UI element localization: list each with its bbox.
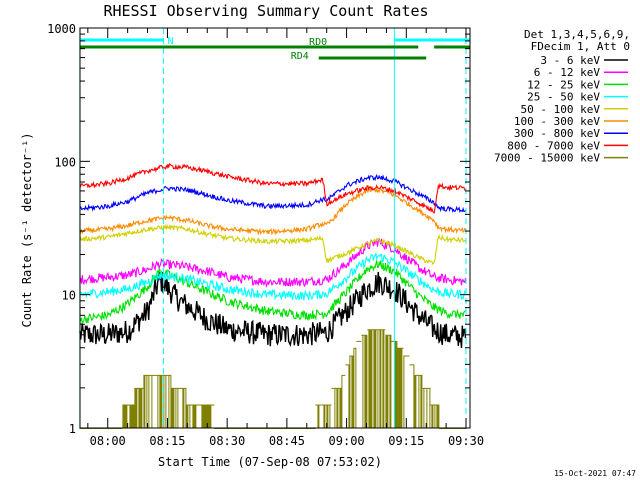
series-line-5 <box>79 187 466 236</box>
chart-title: RHESSI Observing Summary Count Rates <box>103 2 428 20</box>
series-3 <box>79 251 466 301</box>
legend-header-1: FDecim 1, Att 0 <box>531 40 630 53</box>
x-tick-label-5: 09:15 <box>388 434 424 448</box>
axes-layer: 1 10 100 1000 08:00 08:15 08:30 08:45 09:00 09:15… <box>47 22 484 448</box>
series-2 <box>79 260 466 326</box>
x-axis-label: Start Time (07-Sep-08 07:53:02) <box>158 455 382 469</box>
series-6 <box>79 173 466 213</box>
x-tick-label-0: 08:00 <box>90 434 126 448</box>
legend-label-7: 800 - 7000 keV <box>507 139 600 152</box>
x-tick-label-1: 08:15 <box>149 434 185 448</box>
x-tick-label-6: 09:30 <box>448 434 484 448</box>
legend: Det 1,3,4,5,6,9,FDecim 1, Att 03 - 6 keV… <box>494 28 630 165</box>
series-line-0 <box>79 271 467 348</box>
legend-label-0: 3 - 6 keV <box>540 54 600 67</box>
series-1 <box>79 237 467 289</box>
series-line-6 <box>79 173 466 213</box>
y-tick-label-3: 1000 <box>47 22 76 36</box>
plot-frame <box>79 27 471 429</box>
annotation-label-4: RD4 <box>291 51 309 62</box>
x-tick-label-2: 08:30 <box>209 434 245 448</box>
series-line-1 <box>79 237 467 289</box>
y-tick-label-1: 10 <box>62 289 76 303</box>
annotation-label-2: RD0 <box>309 37 327 48</box>
legend-label-6: 300 - 800 keV <box>514 127 600 140</box>
legend-label-1: 6 - 12 keV <box>534 66 601 79</box>
series-4 <box>79 223 466 266</box>
x-tick-label-3: 08:45 <box>269 434 305 448</box>
series-0 <box>79 271 467 348</box>
series-7 <box>79 162 466 214</box>
footer-date: 15-Oct-2021 07:47 <box>554 469 636 478</box>
annotation-label-0: N <box>167 36 173 47</box>
series-5 <box>79 187 466 236</box>
series-line-2 <box>79 260 466 326</box>
y-tick-label-2: 100 <box>54 155 76 169</box>
legend-label-2: 12 - 25 keV <box>527 78 600 91</box>
legend-label-4: 50 - 100 keV <box>521 103 601 116</box>
series-line-7 <box>79 162 466 214</box>
legend-label-8: 7000 - 15000 keV <box>494 152 600 165</box>
series-line-3 <box>79 251 466 301</box>
x-tick-label-4: 09:00 <box>329 434 365 448</box>
y-tick-label-0: 1 <box>69 422 76 436</box>
legend-label-5: 100 - 300 keV <box>514 115 600 128</box>
legend-header-0: Det 1,3,4,5,6,9, <box>524 28 630 41</box>
series-line-4 <box>79 223 466 266</box>
y-axis-label: Count Rate (s⁻¹ detector⁻¹) <box>20 132 34 327</box>
legend-label-3: 25 - 50 keV <box>527 91 600 104</box>
